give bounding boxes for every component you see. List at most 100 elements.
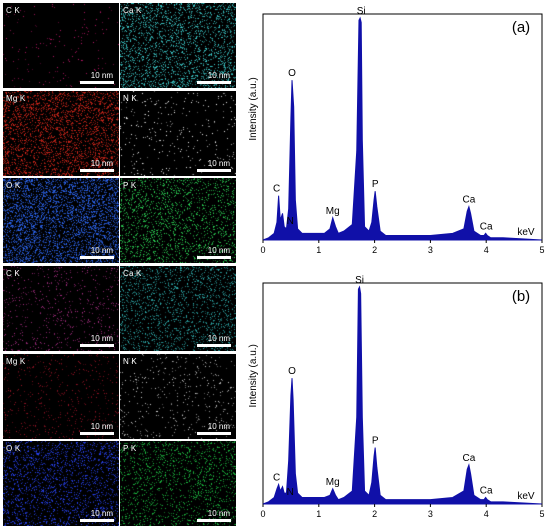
- peak-label: P: [372, 436, 379, 447]
- peak-label: O: [288, 366, 296, 377]
- element-map-label: N K: [123, 94, 137, 103]
- element-map-label: P K: [123, 181, 137, 190]
- element-map-noise: [3, 91, 119, 176]
- element-map-label: C K: [6, 6, 20, 15]
- element-map-label: Ca K: [123, 269, 142, 278]
- element-map-p-k: P K 10 nm: [120, 441, 236, 526]
- x-tick-label: 3: [428, 245, 433, 255]
- y-axis-label: Intensity (a.u.): [248, 344, 259, 407]
- x-tick-label: 5: [539, 509, 544, 519]
- element-map-noise: [120, 266, 236, 351]
- scale-bar: [197, 256, 231, 259]
- element-map-noise: [3, 266, 119, 351]
- element-map-mg-k: Mg K 10 nm: [3, 91, 119, 176]
- panel-label: (a): [512, 19, 530, 36]
- peak-label: N: [287, 487, 294, 498]
- element-map-noise: [120, 91, 236, 176]
- element-map-label: P K: [123, 444, 137, 453]
- element-map-c-k: C K 10 nm: [3, 266, 119, 351]
- element-map-noise: [3, 354, 119, 439]
- element-map-noise: [120, 178, 236, 263]
- scale-bar-label: 10 nm: [90, 509, 113, 518]
- x-axis-label: keV: [517, 491, 535, 502]
- x-axis-label: keV: [517, 227, 535, 238]
- element-map-ca-k: Ca K 10 nm: [120, 3, 236, 88]
- peak-label: Ca: [480, 485, 493, 496]
- scale-bar: [80, 519, 114, 522]
- scale-bar-label: 10 nm: [90, 71, 113, 80]
- peak-label: P: [372, 179, 379, 190]
- element-map-p-k: P K 10 nm: [120, 178, 236, 263]
- scale-bar: [80, 344, 114, 347]
- scale-bar: [197, 81, 231, 84]
- scale-bar: [197, 519, 231, 522]
- x-tick-label: 3: [428, 509, 433, 519]
- peak-label: Mg: [326, 477, 340, 488]
- scale-bar-label: 10 nm: [90, 246, 113, 255]
- eds-spectrum-a: 0 1 2 3 4 5 keV Intensity (a.u.) (a) Si O P Mg C N Ca Ca: [248, 6, 545, 255]
- scale-bar-label: 10 nm: [207, 509, 230, 518]
- peak-label: Ca: [480, 221, 493, 232]
- element-map-noise: [120, 3, 236, 88]
- element-map-label: Ca K: [123, 6, 142, 15]
- scale-bar-label: 10 nm: [90, 159, 113, 168]
- scale-bar: [197, 344, 231, 347]
- element-map-label: Mg K: [6, 94, 26, 103]
- element-map-noise: [3, 178, 119, 263]
- peak-label: C: [273, 472, 280, 483]
- peak-label: N: [287, 216, 294, 227]
- element-map-o-k: O K 10 nm: [3, 178, 119, 263]
- element-map-noise: [120, 354, 236, 439]
- scale-bar-label: 10 nm: [207, 422, 230, 431]
- scale-bar-label: 10 nm: [207, 334, 230, 343]
- element-map-noise: [120, 441, 236, 526]
- spectrum-area: [262, 285, 543, 505]
- x-tick-label: 5: [539, 245, 544, 255]
- element-map-ca-k: Ca K 10 nm: [120, 266, 236, 351]
- x-tick-label: 1: [316, 245, 321, 255]
- element-map-n-k: N K 10 nm: [120, 354, 236, 439]
- scale-bar-label: 10 nm: [207, 246, 230, 255]
- scale-bar: [80, 81, 114, 84]
- scale-bar-label: 10 nm: [90, 422, 113, 431]
- peak-label: Ca: [463, 195, 476, 206]
- element-map-o-k: O K 10 nm: [3, 441, 119, 526]
- x-tick-label: 4: [484, 509, 489, 519]
- x-tick-label: 2: [372, 509, 377, 519]
- spectrum-area: [262, 16, 543, 241]
- panel-label: (b): [512, 288, 530, 305]
- x-tick-label: 4: [484, 245, 489, 255]
- x-tick-label: 1: [316, 509, 321, 519]
- peak-label: Ca: [463, 453, 476, 464]
- scale-bar-label: 10 nm: [207, 159, 230, 168]
- element-map-noise: [3, 3, 119, 88]
- peak-label: Si: [357, 6, 366, 17]
- peak-label: O: [288, 68, 296, 79]
- eds-spectrum-b: 0 1 2 3 4 5 keV Intensity (a.u.) (b) Si O P Mg CN Ca Ca: [248, 275, 545, 519]
- element-map-label: O K: [6, 181, 21, 190]
- scale-bar: [80, 169, 114, 172]
- element-map-label: C K: [6, 269, 20, 278]
- element-map-noise: [3, 441, 119, 526]
- scale-bar-label: 10 nm: [207, 71, 230, 80]
- scale-bar: [197, 432, 231, 435]
- element-map-n-k: N K 10 nm: [120, 91, 236, 176]
- element-map-label: N K: [123, 357, 137, 366]
- x-tick-label: 0: [260, 245, 265, 255]
- element-map-label: Mg K: [6, 357, 26, 366]
- y-axis-label: Intensity (a.u.): [248, 77, 259, 140]
- x-tick-label: 2: [372, 245, 377, 255]
- scale-bar: [80, 432, 114, 435]
- element-map-c-k: C K 10 nm: [3, 3, 119, 88]
- element-map-label: O K: [6, 444, 21, 453]
- scale-bar: [197, 169, 231, 172]
- scale-bar-label: 10 nm: [90, 334, 113, 343]
- plot-frame: [262, 282, 543, 505]
- peak-label: Si: [355, 275, 364, 286]
- peak-label: C: [273, 184, 280, 195]
- x-tick-label: 0: [260, 509, 265, 519]
- peak-label: Mg: [326, 206, 340, 217]
- plot-frame: [262, 13, 543, 241]
- element-map-mg-k: Mg K 10 nm: [3, 354, 119, 439]
- scale-bar: [80, 256, 114, 259]
